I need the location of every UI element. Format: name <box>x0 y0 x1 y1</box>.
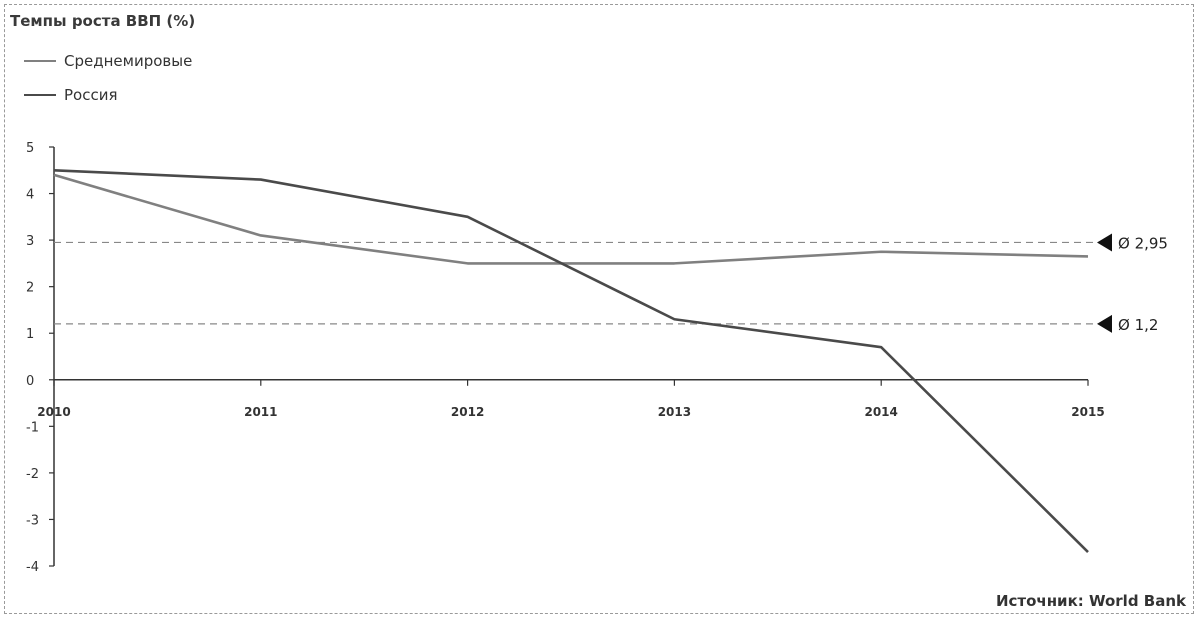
y-tick-label: 2 <box>26 281 34 296</box>
legend-item-world: Среднемировые <box>24 52 192 70</box>
x-tick-label: 2013 <box>658 405 691 419</box>
reference-marker-icon <box>1097 314 1112 333</box>
y-tick-label: 0 <box>26 374 34 389</box>
legend-swatch-world <box>24 60 56 62</box>
reference-label: Ø 1,2 <box>1118 316 1158 334</box>
source-note: Источник: World Bank <box>995 592 1186 610</box>
series-line-1 <box>53 168 1089 553</box>
y-tick-label: -1 <box>26 420 39 435</box>
y-tick-label: 4 <box>26 188 34 203</box>
y-tick-label: -4 <box>26 560 39 575</box>
x-tick-label: 2012 <box>451 405 484 419</box>
x-tick-label: 2010 <box>37 405 70 419</box>
y-tick-label: -2 <box>26 467 39 482</box>
chart-title: Темпы роста ВВП (%) <box>10 12 196 30</box>
legend-label-russia: Россия <box>64 86 118 104</box>
x-tick-label: 2011 <box>244 405 277 419</box>
y-tick-label: 1 <box>26 327 34 342</box>
reference-marker-icon <box>1097 233 1112 252</box>
chart-frame <box>4 4 1194 614</box>
y-tick-label: 5 <box>26 141 34 156</box>
x-tick-label: 2014 <box>864 405 897 419</box>
legend-label-world: Среднемировые <box>64 52 193 70</box>
y-tick-label: -3 <box>26 513 39 528</box>
legend-swatch-russia <box>24 94 56 96</box>
reference-label: Ø 2,95 <box>1118 234 1168 252</box>
series-line-0 <box>53 173 1089 265</box>
y-tick-label: 3 <box>26 234 34 249</box>
legend-item-russia: Россия <box>24 86 118 104</box>
x-tick-label: 2015 <box>1071 405 1104 419</box>
